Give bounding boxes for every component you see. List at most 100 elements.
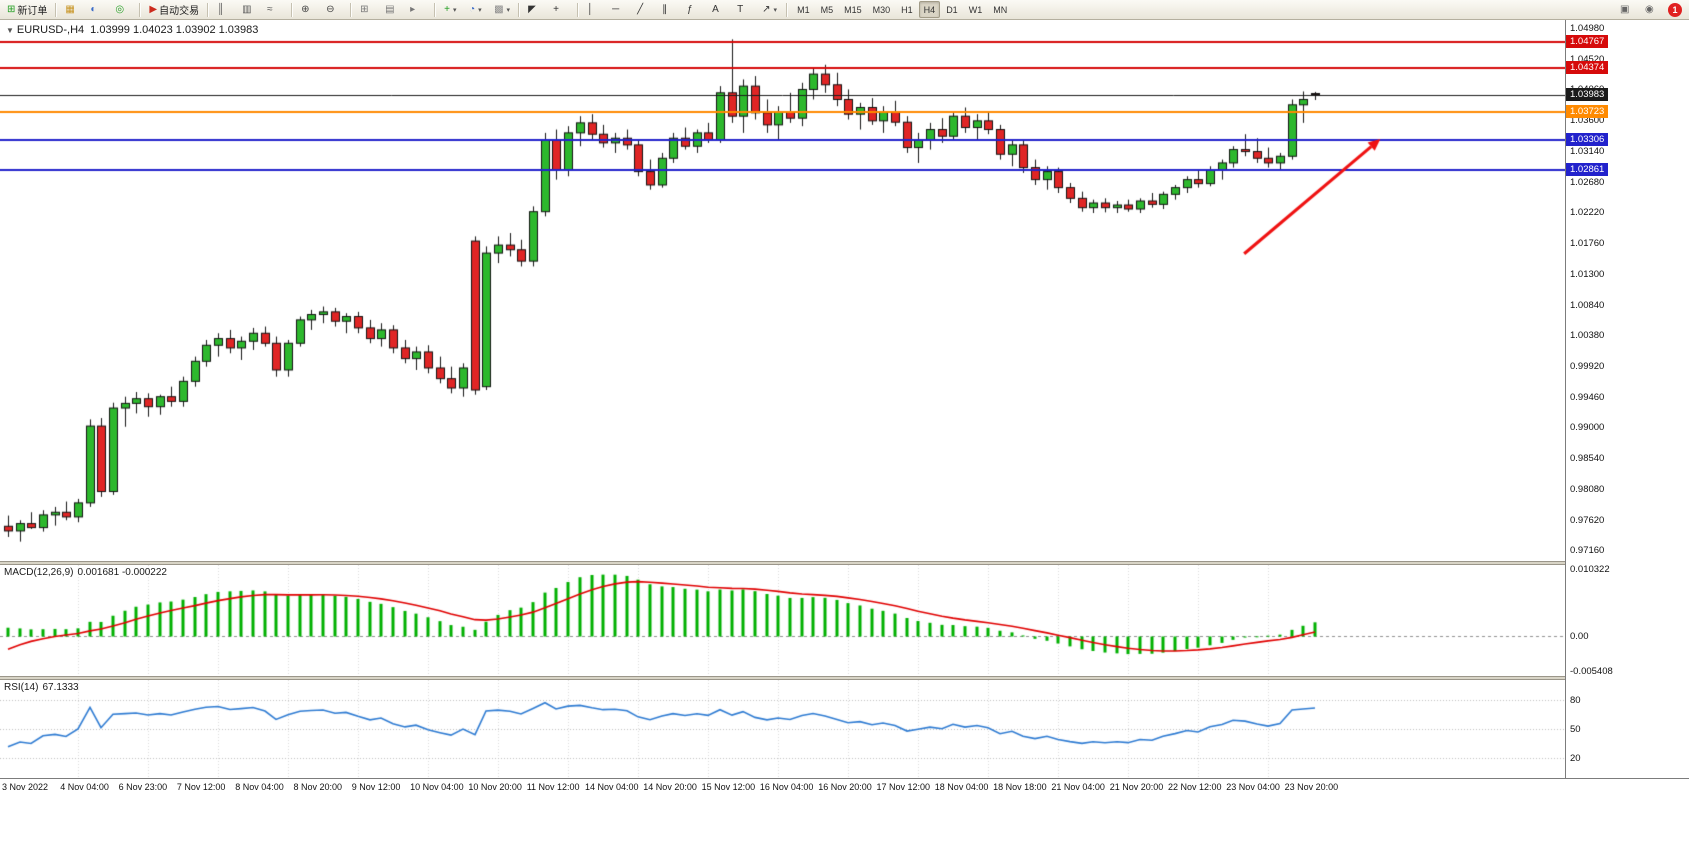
chart-ohlc-values: 1.03999 1.04023 1.03902 1.03983 [90,24,259,36]
time-tick-label: 14 Nov 20:00 [643,782,697,792]
trendline-button[interactable]: ╱ [633,1,657,19]
timeframe-m1-button[interactable]: M1 [797,4,810,15]
time-tick-label: 16 Nov 20:00 [818,782,872,792]
new-order-button-label: 新订单 [17,6,48,17]
new-order-button[interactable]: ⊞ 新订单 [3,1,51,19]
horizontal-line-icon: ─ [612,3,620,15]
channel-button[interactable]: ∥ [658,1,682,19]
auto-arrange-button[interactable]: ▤ [381,1,405,19]
data-window-button[interactable]: ◐ [86,1,110,19]
time-axis[interactable]: 3 Nov 2022 4 Nov 04:00 6 Nov 23:00 7 Nov 12… [0,778,1689,796]
time-tick-label: 4 Nov 04:00 [60,782,109,792]
time-tick-label: 8 Nov 04:00 [235,782,284,792]
macd-name: MACD(12,26,9) [4,567,74,578]
time-tick-label: 7 Nov 12:00 [176,782,226,792]
macd-panel-canvas[interactable] [0,565,1565,676]
text-label-button[interactable]: T [733,1,757,19]
rsi-name: RSI(14) [4,682,39,693]
price-tick-label: 0.97620 [1570,514,1605,526]
periods-button[interactable]: ◔ ▾ [465,1,489,19]
periods-icon: ◔ [469,3,476,15]
horizontal-line-button[interactable]: ─ [608,1,632,19]
autotrading-button-label: 自动交易 [159,6,200,17]
chart-collapse-icon[interactable]: ▼ [6,26,14,35]
timeframe-m15-button[interactable]: M15 [844,4,862,15]
crosshair-button[interactable]: + [549,1,573,19]
time-tick-label: 6 Nov 23:00 [118,782,168,792]
timeframe-w1-button[interactable]: W1 [968,4,983,15]
indicators-button[interactable]: + ▾ [440,1,464,19]
crosshair-icon: + [553,3,559,15]
timeframe-h4-button[interactable]: H4 [918,1,941,18]
fibonacci-button[interactable]: ƒ [683,1,707,19]
macd-values: 0.001681 -0.000222 [77,567,167,578]
alerts-icon: ◉ [1645,3,1654,15]
navigator-icon: ◎ [115,3,125,15]
timeframe-h1-button[interactable]: H1 [901,4,913,15]
zoom-out-icon: ⊖ [326,3,335,15]
price-tick-label: 1.03600 [1570,115,1605,127]
arrows-button[interactable]: ↗ ▾ [758,1,782,19]
price-tick-label: 1.03140 [1570,145,1605,157]
rsi-panel-canvas[interactable] [0,680,1565,778]
rsi-indicator-label: RSI(14) 67.1333 [4,682,83,693]
price-tick-label: 1.04980 [1570,23,1605,34]
main-chart-canvas[interactable] [0,20,1565,561]
line-chart-button[interactable]: ≈ [263,1,287,19]
navigator-button[interactable]: ◎ [111,1,135,19]
rsi-value: 67.1333 [42,682,79,693]
indicators-icon: + [444,3,450,15]
alerts-button[interactable]: ◉ [1641,1,1665,19]
time-tick-label: 17 Nov 12:00 [876,782,931,792]
price-tick-label: 1.02220 [1570,207,1605,219]
macd-tick-label: -0.005408 [1570,666,1613,678]
toolbar-separator [350,2,353,17]
price-tick-label: 1.02680 [1570,176,1605,188]
market-watch-button[interactable]: ▦ [61,1,85,19]
price-tag-support: 1.03306 [1566,132,1609,146]
timeframe-m5-button[interactable]: M5 [820,4,834,15]
text-button[interactable]: A [708,1,732,19]
chevron-down-icon: ▾ [452,6,457,14]
time-tick-label: 9 Nov 12:00 [351,782,401,792]
timeframe-m30-button[interactable]: M30 [872,4,891,15]
zoom-out-button[interactable]: ⊖ [322,1,346,19]
toolbar-separator [518,2,521,17]
macd-tick-label: 0.010322 [1570,563,1610,575]
templates-button[interactable]: ▩ ▾ [490,1,514,19]
timeframe-mn-button[interactable]: MN [993,4,1008,15]
chart-profile-button[interactable]: ▣ [1616,1,1640,19]
price-tick-label: 0.99920 [1570,360,1605,372]
chart-shift-button[interactable]: ▸ [406,1,430,19]
panel-divider[interactable] [0,676,1689,680]
toolbar-separator [207,2,210,17]
candlestick-chart-button[interactable]: ▥ [238,1,262,19]
time-tick-label: 14 Nov 04:00 [585,782,639,792]
time-tick-label: 10 Nov 20:00 [468,782,522,792]
vertical-line-button[interactable]: │ [583,1,607,19]
chart-shift-icon: ▸ [410,3,416,15]
zoom-in-icon: ⊕ [301,3,310,15]
new-order-icon: ⊞ [7,3,16,15]
tile-windows-button[interactable]: ⊞ [356,1,380,19]
chart-title: ▼ EURUSD-,H4 1.03999 1.04023 1.03902 1.039… [6,24,258,36]
time-tick-label: 18 Nov 04:00 [934,782,989,792]
zoom-in-button[interactable]: ⊕ [297,1,321,19]
time-tick-label: 23 Nov 20:00 [1284,782,1339,792]
price-tick-label: 1.04520 [1570,53,1605,65]
time-tick-label: 21 Nov 04:00 [1051,782,1105,792]
text-icon: A [712,3,719,15]
autotrading-button[interactable]: ▶ 自动交易 [145,1,203,19]
time-tick-label: 3 Nov 2022 [2,782,49,792]
time-tick-label: 16 Nov 04:00 [759,782,814,792]
fibonacci-icon: ƒ [687,3,693,15]
price-tick-label: 1.01760 [1570,238,1605,250]
timeframe-d1-button[interactable]: D1 [946,4,958,15]
panel-divider[interactable] [0,561,1689,565]
cursor-button[interactable]: ◤ [524,1,548,19]
macd-tick-label: 0.00 [1570,630,1589,642]
notification-badge[interactable]: 1 [1668,2,1682,17]
price-axis[interactable]: 1.049801.045201.040601.036001.031401.026… [1565,20,1689,778]
toolbar-separator [55,2,58,17]
bar-chart-button[interactable]: ║ [213,1,237,19]
